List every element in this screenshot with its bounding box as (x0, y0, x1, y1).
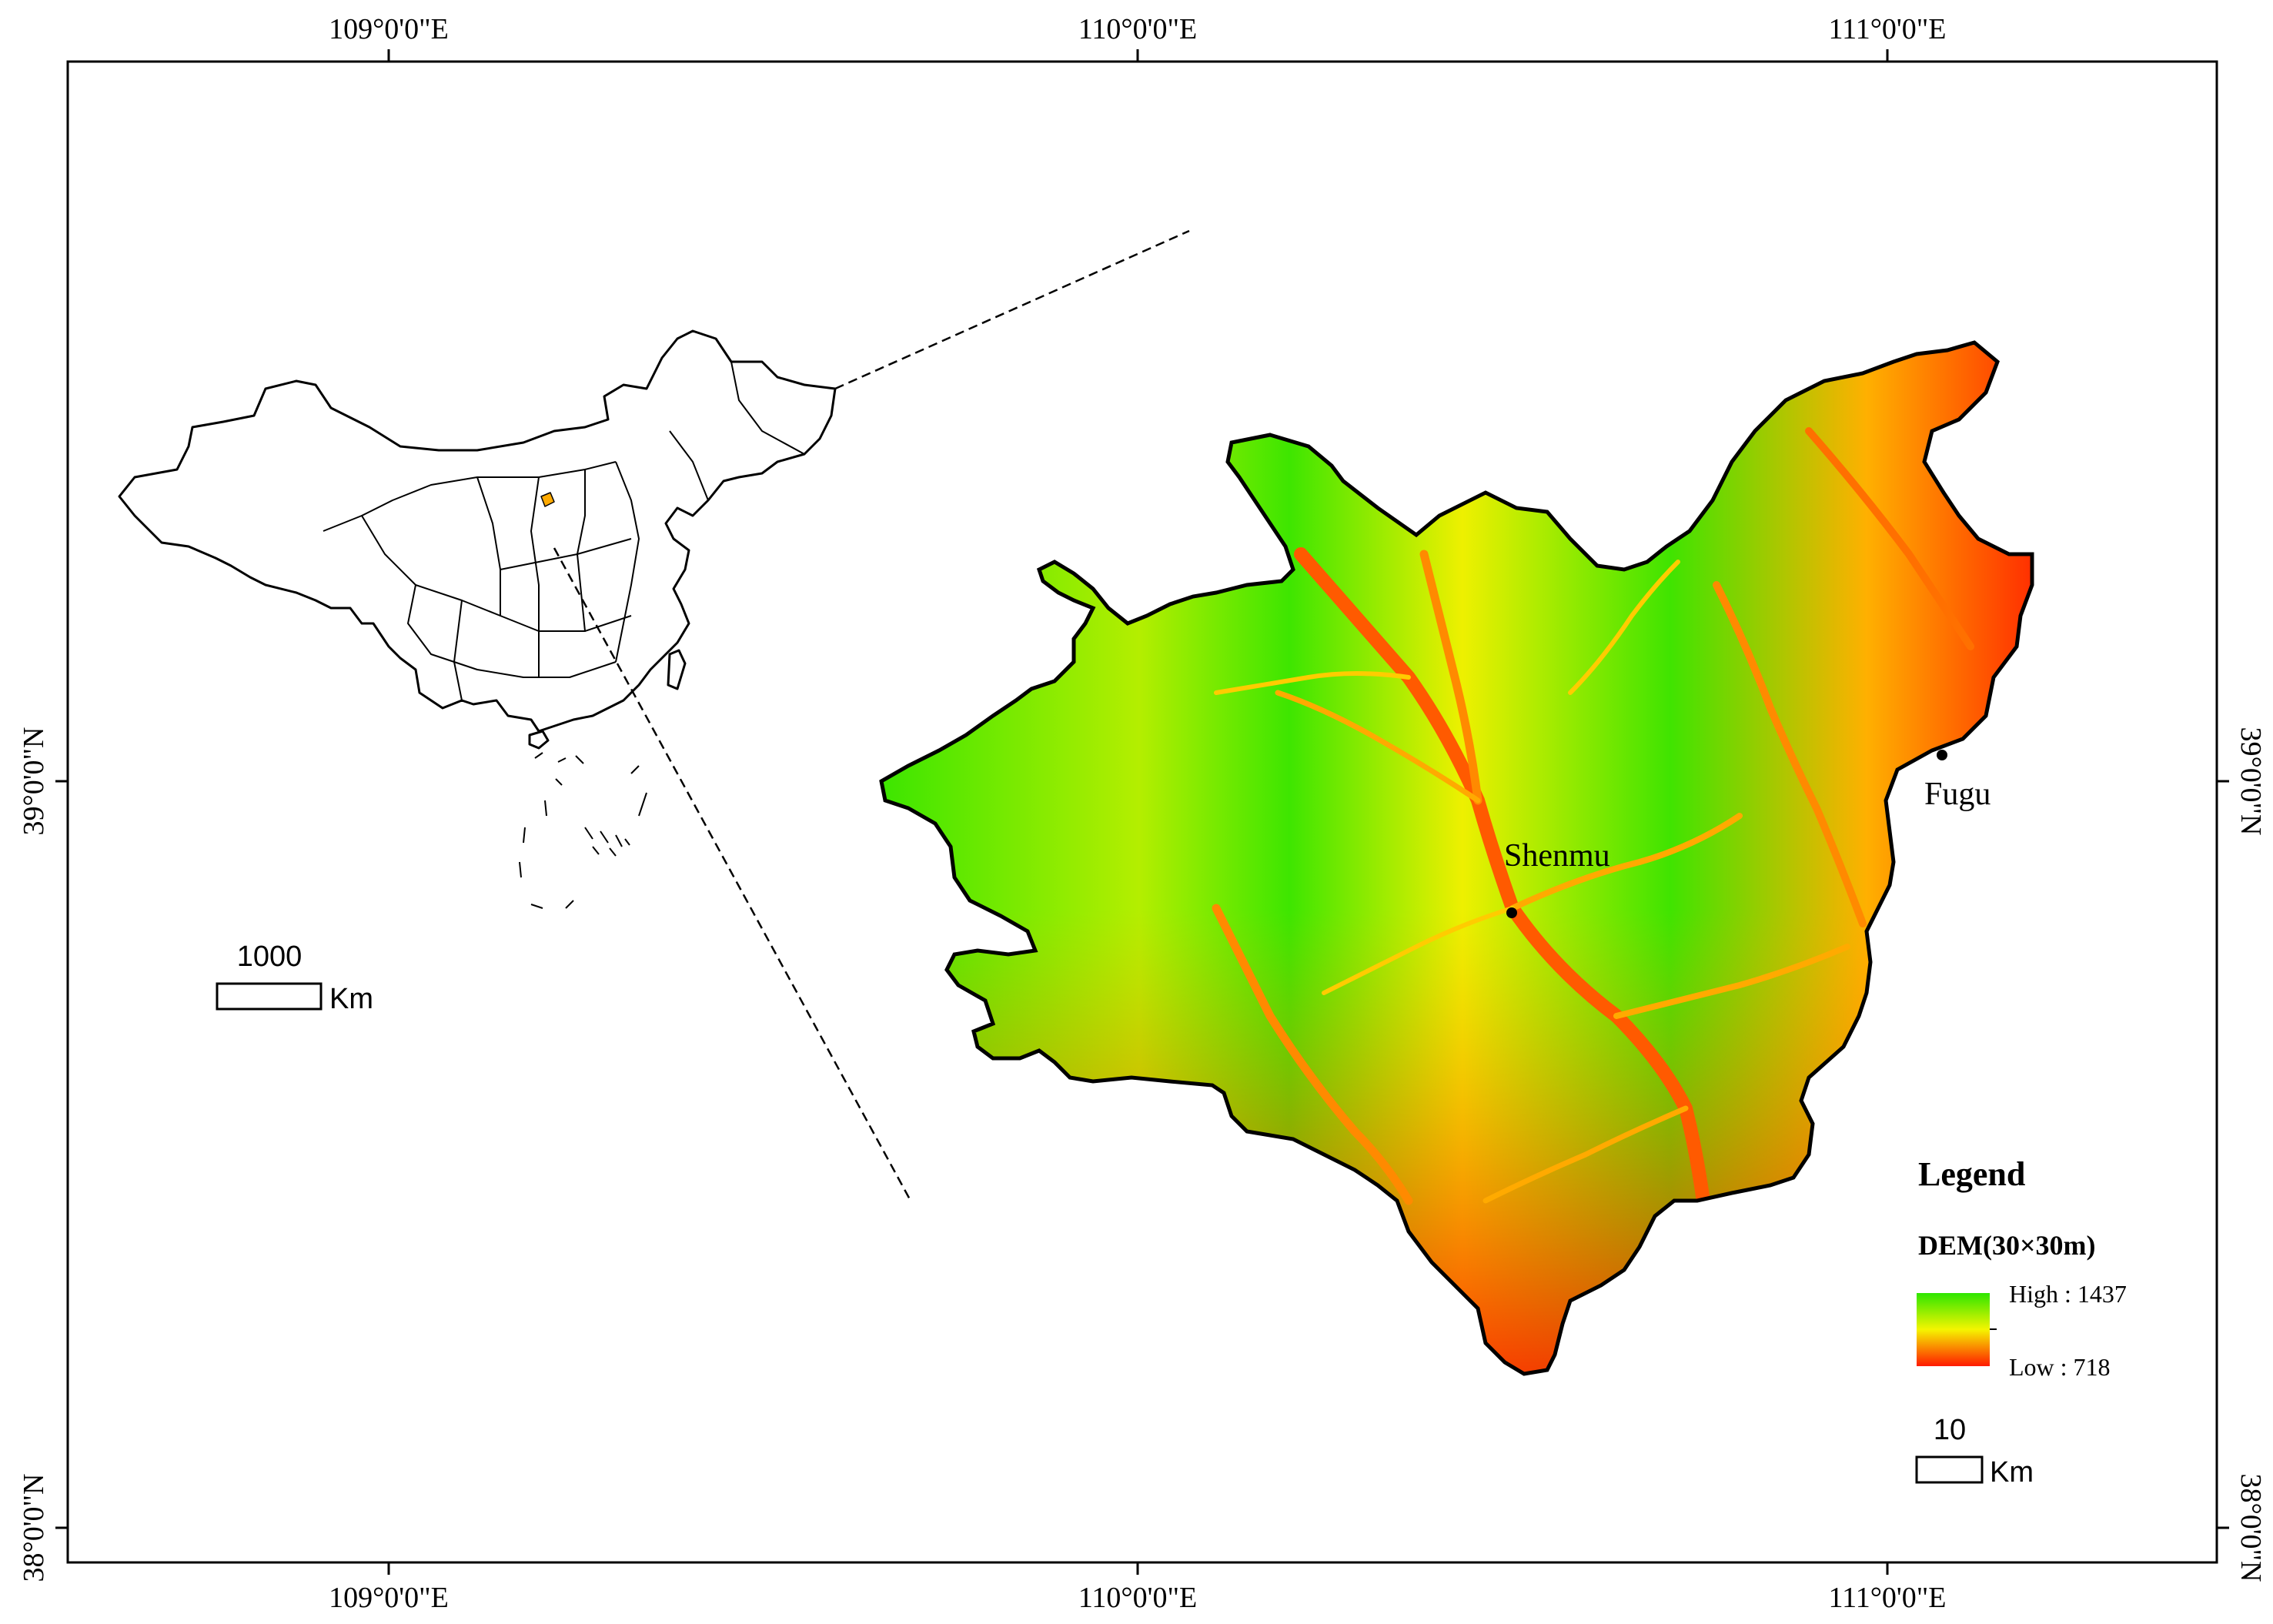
fugu-label: Fugu (1924, 777, 1991, 812)
legend-low-label: Low : 718 (2009, 1353, 2111, 1381)
shenmu-marker (1506, 907, 1517, 918)
top-lon-label-1: 109°0'0"E (329, 13, 449, 45)
left-lat-label-2: 38°0'0"N (18, 1474, 50, 1582)
main-scale-unit: Km (1990, 1456, 2034, 1489)
right-lat-label-1: 39°0'0"N (2235, 727, 2267, 836)
main-scale-value: 10 (1934, 1414, 1966, 1446)
legend-high-label: High : 1437 (2009, 1280, 2127, 1308)
right-lat-label-2: 38°0'0"N (2235, 1474, 2267, 1582)
taiwan-island (667, 649, 687, 690)
inset-scale-bar (216, 982, 323, 1011)
bottom-lon-label-1: 109°0'0"E (329, 1582, 449, 1614)
inset-connector-lines (553, 229, 1190, 1201)
bottom-lon-label-3: 111°0'0"E (1829, 1582, 1947, 1614)
legend-dem-title: DEM(30×30m) (1918, 1230, 2095, 1261)
top-lon-label-3: 111°0'0"E (1829, 13, 1947, 45)
inset-scale-unit: Km (329, 983, 373, 1015)
graticule-ticks (55, 49, 2229, 1575)
shenmu-label: Shenmu (1504, 838, 1610, 874)
south-china-sea-islands (519, 752, 647, 909)
inset-scale-value: 1000 (237, 941, 303, 973)
left-lat-label-1: 39°0'0"N (18, 727, 50, 836)
province-boundaries (323, 361, 805, 701)
fugu-marker (1937, 750, 1947, 760)
bottom-lon-label-2: 110°0'0"E (1078, 1582, 1197, 1614)
top-lon-label-2: 110°0'0"E (1078, 13, 1197, 45)
hainan-island (528, 730, 550, 750)
study-area-inset-marker (540, 492, 555, 507)
legend-title: Legend (1918, 1155, 2025, 1193)
china-outline (118, 329, 837, 733)
china-inset-map (118, 329, 837, 909)
legend: Legend DEM(30×30m) High : 1437 Low : 718 (1917, 1155, 2127, 1381)
main-scale-bar (1915, 1455, 1984, 1484)
legend-color-ramp (1917, 1293, 1990, 1366)
